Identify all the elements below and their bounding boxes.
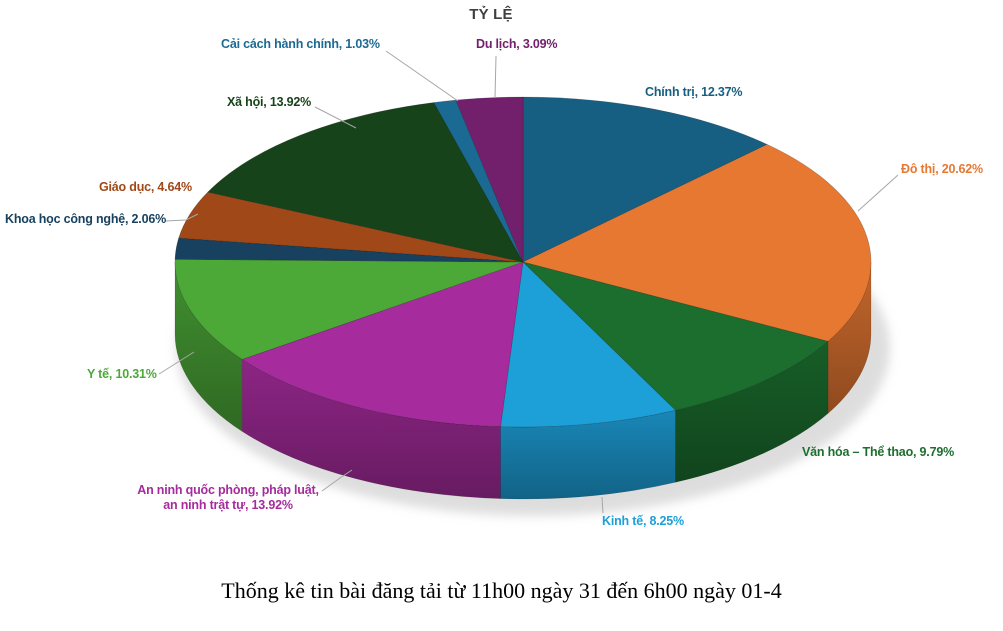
leader-line-xa-hoi xyxy=(314,106,357,129)
pie-top-faces xyxy=(174,96,872,428)
slice-label-xa-hoi: Xã hội, 13.92% xyxy=(227,95,312,109)
pie-slice-kinh-te xyxy=(500,261,676,428)
leader-lines xyxy=(158,50,899,514)
slice-label-du-lich: Du lịch, 3.09% xyxy=(476,37,558,51)
slice-label-chinh-tri: Chính trị, 12.37% xyxy=(645,85,743,99)
leader-line-an-ninh-quoc-phong xyxy=(321,469,353,492)
slice-label-van-hoa-the-thao: Văn hóa – Thể thao, 9.79% xyxy=(802,445,954,459)
slice-label-khoa-hoc-cong-nghe: Khoa học công nghệ, 2.06% xyxy=(5,212,166,226)
leader-line-cai-cach-hanh-chinh xyxy=(385,50,459,102)
chart-caption: Thống kê tin bài đăng tải từ 11h00 ngày … xyxy=(221,578,782,603)
pie-slice-y-te xyxy=(174,259,524,360)
pie-slice-chinh-tri xyxy=(522,96,768,263)
pie-slice-xa-hoi xyxy=(207,102,524,263)
slice-label-giao-duc: Giáo dục, 4.64% xyxy=(99,180,192,194)
slice-label-cai-cach-hanh-chinh: Cải cách hành chính, 1.03% xyxy=(221,37,380,51)
pie-slice-an-ninh-quoc-phong xyxy=(241,261,524,427)
slice-label-do-thi: Đô thị, 20.62% xyxy=(901,162,983,176)
pie-slice-van-hoa-the-thao xyxy=(522,261,829,411)
slice-label-y-te: Y tế, 10.31% xyxy=(87,367,157,381)
slice-label-an-ninh-quoc-phong: An ninh quốc phòng, pháp luật, an ninh t… xyxy=(137,483,319,512)
pie-slice-do-thi xyxy=(522,144,872,342)
leader-line-kinh-te xyxy=(601,496,604,514)
slice-label-kinh-te: Kinh tế, 8.25% xyxy=(602,514,684,528)
pie-side-walls xyxy=(174,261,872,500)
chart-title: TỶ LỆ xyxy=(469,6,513,23)
leader-line-y-te xyxy=(158,351,195,375)
pie-slice-khoa-hoc-cong-nghe xyxy=(174,237,524,263)
leader-line-khoa-hoc-cong-nghe xyxy=(164,213,199,222)
pie-slice-giao-duc xyxy=(178,191,524,263)
leader-line-du-lich xyxy=(494,55,497,99)
leader-line-do-thi xyxy=(857,174,899,212)
